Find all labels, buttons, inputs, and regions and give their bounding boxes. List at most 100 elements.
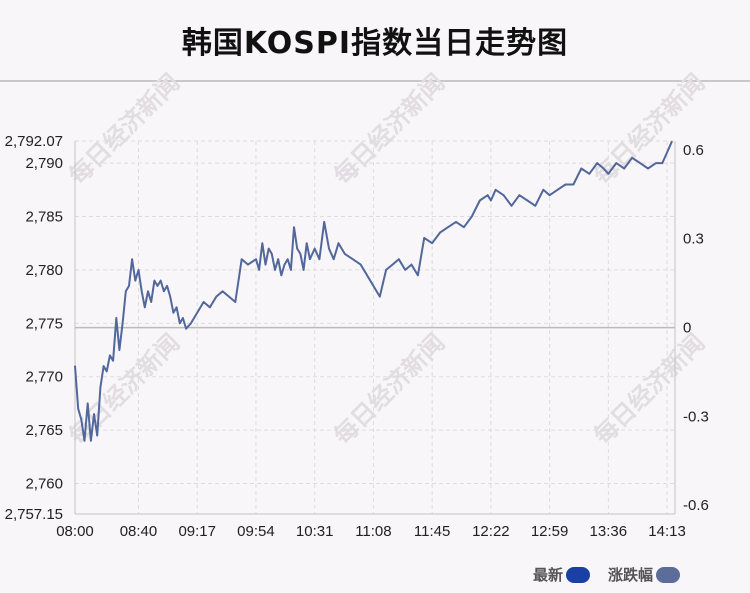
legend-item-latest[interactable]: 最新 [533, 564, 591, 585]
data-point [296, 247, 299, 250]
data-point [258, 269, 260, 271]
data-point [447, 226, 449, 228]
data-point [615, 162, 618, 164]
data-point [234, 301, 237, 303]
data-point [293, 226, 295, 228]
y-left-tick-label: 2,775 [25, 315, 63, 332]
x-tick-label: 09:54 [237, 523, 275, 540]
x-tick-label: 08:00 [56, 523, 94, 540]
data-point [379, 295, 381, 298]
data-point [153, 279, 156, 282]
x-tick-label: 13:36 [590, 523, 628, 540]
data-point [286, 258, 289, 261]
data-point [271, 253, 273, 255]
data-point [463, 226, 465, 228]
data-point [479, 199, 481, 202]
chart-title: 韩国KOSPI指数当日走势图 [181, 26, 569, 61]
y-right-tick-label: -0.3 [683, 408, 709, 425]
data-point [352, 258, 354, 261]
data-point [90, 440, 92, 442]
data-point [175, 306, 178, 309]
data-point [494, 189, 497, 191]
data-point [77, 408, 79, 410]
data-point [404, 269, 407, 271]
data-point [359, 263, 362, 266]
data-point [631, 157, 633, 159]
y-right-tick-label: 0.3 [683, 231, 704, 248]
data-point [255, 258, 257, 261]
x-tick-label: 08:40 [120, 523, 158, 540]
data-point [548, 194, 551, 196]
data-point [105, 370, 108, 373]
data-point [602, 167, 605, 170]
y-right-tick-label: 0 [683, 320, 691, 337]
data-point [280, 274, 283, 277]
data-point [671, 140, 673, 143]
data-point [372, 285, 375, 287]
data-point [639, 162, 641, 164]
data-point [125, 290, 127, 293]
data-point [185, 327, 187, 330]
data-point [455, 221, 457, 223]
data-point [74, 365, 76, 367]
data-point [147, 290, 149, 293]
data-point [666, 151, 668, 154]
data-point [283, 263, 286, 266]
x-tick-label: 10:31 [296, 523, 334, 540]
data-point [277, 258, 280, 261]
watermark-text: 每日经济新闻 [588, 328, 710, 450]
y-left-tick-label: 2,757.15 [5, 506, 63, 523]
data-point [228, 295, 230, 298]
data-point [169, 295, 171, 298]
data-point [159, 279, 162, 282]
data-point [140, 290, 143, 293]
data-point [290, 269, 292, 271]
data-point [247, 263, 249, 266]
x-tick-label: 12:59 [531, 523, 569, 540]
x-tick-label: 09:17 [178, 523, 216, 540]
data-point [417, 274, 419, 277]
x-tick-label: 11:08 [355, 523, 391, 540]
legend-label-change: 涨跌幅 [608, 566, 654, 584]
data-point [196, 311, 198, 314]
watermark-text: 每日经济新闻 [63, 68, 185, 190]
data-point [179, 322, 181, 325]
data-point [202, 301, 205, 303]
y-left-tick-label: 2,770 [25, 369, 63, 386]
data-point [166, 285, 168, 287]
x-tick-label: 14:13 [648, 523, 686, 540]
y-right-tick-label: 0.6 [683, 142, 704, 159]
data-point [580, 167, 583, 170]
data-point [596, 162, 598, 164]
data-point [264, 263, 267, 266]
data-point [118, 349, 121, 351]
legend-swatch-change [656, 566, 681, 583]
data-point [328, 247, 330, 250]
data-point [471, 215, 473, 218]
y-left-tick-label: 2,785 [25, 209, 63, 226]
data-point [344, 253, 346, 255]
data-point [318, 258, 321, 261]
data-point [556, 189, 559, 191]
data-point [182, 317, 184, 319]
y-right-tick-label: -0.6 [683, 497, 709, 514]
data-point [542, 189, 545, 191]
data-point [313, 247, 316, 250]
data-point [163, 290, 165, 293]
data-point [267, 247, 270, 250]
data-point [423, 237, 426, 239]
data-point [99, 386, 102, 389]
data-point [647, 167, 649, 170]
legend-item-change[interactable]: 涨跌幅 [608, 564, 681, 585]
data-point [156, 285, 159, 287]
watermark-text: 每日经济新闻 [63, 328, 185, 450]
data-point [572, 183, 575, 186]
legend-swatch-latest [566, 566, 591, 583]
data-point [486, 194, 489, 196]
data-point [209, 306, 211, 309]
data-point [526, 199, 529, 202]
data-point [366, 274, 368, 277]
data-point [337, 242, 340, 244]
data-point [332, 258, 335, 261]
